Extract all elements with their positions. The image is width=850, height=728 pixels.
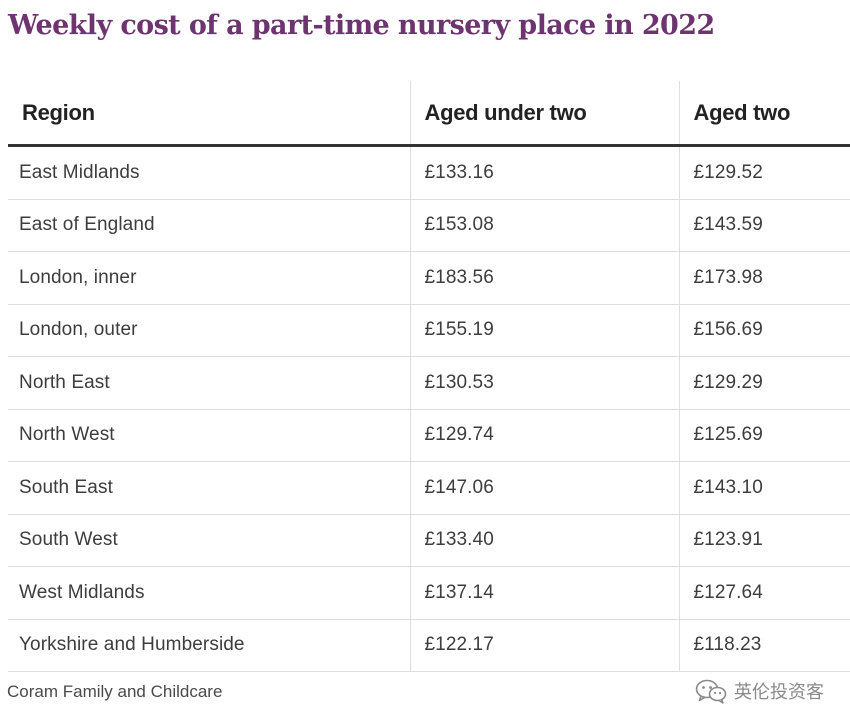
region-cell: Yorkshire and Humberside <box>8 619 410 672</box>
aged-two-cell: £127.64 <box>678 566 850 620</box>
table-row: South West £133.40 £123.91 <box>8 514 850 567</box>
column-header-region: Region <box>8 81 410 147</box>
region-cell: North West <box>8 409 410 462</box>
column-header-aged-under-two: Aged under two <box>409 81 679 147</box>
aged-two-cell: £143.59 <box>678 199 850 252</box>
table-row: North West £129.74 £125.69 <box>8 409 850 462</box>
aged-under-two-cell: £155.19 <box>409 304 679 357</box>
table-row: East of England £153.08 £143.59 <box>8 199 850 252</box>
source-note: Coram Family and Childcare <box>7 682 223 701</box>
region-cell: South West <box>8 514 410 567</box>
region-cell: South East <box>8 461 410 515</box>
aged-under-two-cell: £153.08 <box>409 199 679 252</box>
aged-under-two-cell: £129.74 <box>409 409 679 462</box>
watermark-text: 英伦投资客 <box>734 682 824 703</box>
aged-under-two-cell: £122.17 <box>409 619 679 672</box>
data-table-container: Region Aged under two Aged two East Midl… <box>8 81 850 672</box>
aged-two-cell: £129.52 <box>678 145 850 200</box>
watermark: 英伦投资客 <box>694 678 824 704</box>
table-row: South East £147.06 £143.10 <box>8 461 850 515</box>
table-row: North East £130.53 £129.29 <box>8 356 850 410</box>
chart-title: Weekly cost of a part-time nursery place… <box>8 10 715 41</box>
column-header-aged-two: Aged two <box>678 81 850 147</box>
table-row: London, outer £155.19 £156.69 <box>8 304 850 357</box>
header-row: Region Aged under two Aged two <box>8 81 850 147</box>
table-header: Region Aged under two Aged two <box>8 81 850 147</box>
table-row: Yorkshire and Humberside £122.17 £118.23 <box>8 619 850 672</box>
aged-under-two-cell: £130.53 <box>409 356 679 410</box>
aged-under-two-cell: £183.56 <box>409 251 679 305</box>
aged-two-cell: £156.69 <box>678 304 850 357</box>
aged-two-cell: £129.29 <box>678 356 850 410</box>
region-cell: East Midlands <box>8 145 410 200</box>
aged-two-cell: £143.10 <box>678 461 850 515</box>
wechat-icon <box>694 678 728 704</box>
aged-two-cell: £123.91 <box>678 514 850 567</box>
table-row: East Midlands £133.16 £129.52 <box>8 145 850 200</box>
aged-two-cell: £125.69 <box>678 409 850 462</box>
aged-two-cell: £118.23 <box>678 619 850 672</box>
data-table: Region Aged under two Aged two East Midl… <box>8 81 850 672</box>
aged-under-two-cell: £133.16 <box>409 145 679 200</box>
aged-under-two-cell: £147.06 <box>409 461 679 515</box>
table-body: East Midlands £133.16 £129.52 East of Engla… <box>8 145 850 672</box>
table-row: London, inner £183.56 £173.98 <box>8 251 850 305</box>
aged-two-cell: £173.98 <box>678 251 850 305</box>
region-cell: North East <box>8 356 410 410</box>
aged-under-two-cell: £133.40 <box>409 514 679 567</box>
table-row: West Midlands £137.14 £127.64 <box>8 566 850 620</box>
region-cell: East of England <box>8 199 410 252</box>
region-cell: West Midlands <box>8 566 410 620</box>
aged-under-two-cell: £137.14 <box>409 566 679 620</box>
region-cell: London, inner <box>8 251 410 305</box>
region-cell: London, outer <box>8 304 410 357</box>
